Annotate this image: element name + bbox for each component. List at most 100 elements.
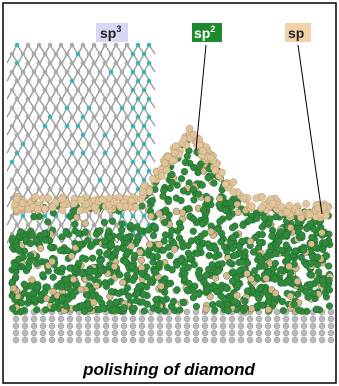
- atom: [261, 215, 268, 222]
- atom: [136, 79, 141, 84]
- atom: [48, 169, 53, 174]
- atom: [21, 124, 26, 129]
- atom: [221, 244, 228, 251]
- atom: [44, 284, 51, 291]
- atom: [76, 316, 82, 322]
- atom: [81, 79, 86, 84]
- atom: [301, 330, 307, 336]
- atom: [265, 306, 272, 313]
- atom: [258, 204, 265, 211]
- atom: [15, 97, 20, 102]
- atom: [65, 106, 70, 111]
- atom: [114, 61, 119, 66]
- atom: [114, 133, 119, 138]
- atom: [292, 316, 298, 322]
- atom: [292, 337, 298, 343]
- atom: [76, 88, 81, 93]
- atom: [158, 173, 165, 180]
- atom: [54, 124, 59, 129]
- atom: [103, 133, 108, 138]
- atom: [54, 52, 59, 57]
- atom: [10, 160, 15, 165]
- atom: [124, 272, 131, 279]
- atom: [157, 260, 164, 267]
- atom: [26, 169, 31, 174]
- atom: [310, 316, 316, 322]
- atom: [180, 299, 187, 306]
- atom: [229, 245, 236, 252]
- atom: [81, 61, 86, 66]
- atom: [222, 181, 229, 188]
- atom: [70, 276, 77, 283]
- atom: [303, 200, 310, 207]
- atom: [45, 195, 52, 202]
- atom: [43, 214, 48, 219]
- atom: [22, 330, 28, 336]
- atom: [146, 188, 153, 195]
- atom: [125, 151, 130, 156]
- atom: [328, 309, 334, 315]
- atom: [59, 151, 64, 156]
- atom: [169, 157, 176, 164]
- label-base: sp: [100, 25, 116, 41]
- atom: [15, 247, 22, 254]
- atom: [220, 316, 226, 322]
- atom: [220, 330, 226, 336]
- atom: [59, 295, 66, 302]
- atom: [242, 298, 249, 305]
- atom: [274, 330, 280, 336]
- atom: [92, 97, 97, 102]
- atom: [287, 293, 294, 300]
- atom: [113, 299, 120, 306]
- atom: [292, 323, 298, 329]
- atom: [103, 61, 108, 66]
- atom: [87, 178, 92, 183]
- atom: [274, 323, 280, 329]
- atom: [328, 330, 334, 336]
- atom: [33, 260, 40, 267]
- atom: [136, 97, 141, 102]
- atom: [328, 323, 334, 329]
- atom: [292, 248, 299, 255]
- atom: [199, 182, 206, 189]
- atom: [199, 147, 206, 154]
- atom: [81, 187, 86, 192]
- atom: [87, 70, 92, 75]
- atom: [222, 207, 229, 214]
- atom: [259, 302, 266, 309]
- atom: [114, 187, 119, 192]
- atom: [265, 330, 271, 336]
- atom: [70, 169, 75, 174]
- atom: [124, 285, 131, 292]
- atom: [70, 43, 75, 48]
- atom: [130, 337, 136, 343]
- atom: [314, 254, 321, 261]
- atom: [139, 337, 145, 343]
- atom: [12, 263, 19, 270]
- atom: [82, 229, 89, 236]
- atom: [43, 70, 48, 75]
- atom: [98, 160, 103, 165]
- atom: [207, 228, 214, 235]
- atom: [85, 316, 91, 322]
- atom: [191, 196, 198, 203]
- atom: [13, 337, 19, 343]
- atom: [178, 257, 185, 264]
- atom: [131, 106, 136, 111]
- atom: [280, 307, 287, 314]
- atom: [172, 142, 179, 149]
- atom: [130, 323, 136, 329]
- atom: [326, 277, 333, 284]
- atom: [190, 228, 197, 235]
- atom: [59, 97, 64, 102]
- atom: [37, 169, 42, 174]
- atom: [244, 288, 251, 295]
- atom: [43, 142, 48, 147]
- atom: [114, 43, 119, 48]
- atom: [139, 330, 145, 336]
- atom: [101, 237, 108, 244]
- atom: [37, 223, 42, 228]
- atom: [81, 151, 86, 156]
- atom: [9, 235, 16, 242]
- atom: [109, 160, 114, 165]
